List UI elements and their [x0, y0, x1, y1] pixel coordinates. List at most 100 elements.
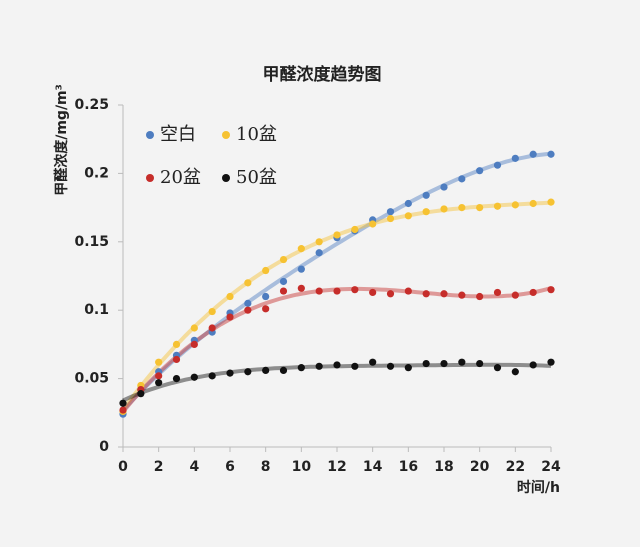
point	[351, 225, 359, 234]
point	[386, 362, 395, 370]
point	[422, 208, 430, 216]
point	[226, 313, 234, 321]
point	[458, 204, 466, 212]
x-tick-label: 22	[506, 459, 525, 475]
x-tick-label: 10	[292, 459, 312, 475]
y-tick-label: 0.2	[84, 165, 109, 181]
point	[226, 369, 234, 377]
y-axis-label: 甲醛浓度/mg/m³	[53, 84, 70, 196]
trend-line	[121, 286, 552, 413]
point	[244, 279, 252, 287]
point	[511, 154, 519, 162]
point	[279, 277, 288, 286]
point	[476, 167, 484, 175]
point	[279, 287, 288, 295]
point	[208, 307, 216, 316]
point	[172, 355, 181, 364]
x-tick-label: 20	[470, 459, 490, 475]
point	[440, 183, 448, 191]
point	[529, 150, 537, 158]
point	[351, 362, 359, 370]
x-tick-label: 6	[225, 459, 235, 475]
point	[315, 238, 323, 246]
point	[476, 292, 484, 301]
point	[511, 291, 519, 299]
point	[208, 372, 216, 380]
point	[155, 379, 163, 387]
point	[404, 364, 412, 372]
point	[119, 406, 127, 414]
point	[244, 368, 252, 376]
point	[511, 368, 519, 376]
y-tick-label: 0.25	[74, 97, 109, 113]
point	[369, 288, 377, 297]
point	[386, 208, 395, 216]
point	[369, 220, 377, 228]
x-tick-label: 18	[434, 459, 453, 475]
trend-line	[121, 151, 552, 412]
point	[458, 358, 466, 366]
point	[297, 245, 305, 253]
y-tick-label: 0.05	[74, 371, 109, 387]
point	[404, 287, 412, 295]
point	[172, 340, 181, 348]
point	[440, 359, 448, 368]
point	[422, 290, 430, 298]
x-tick-label: 8	[261, 459, 271, 475]
point	[262, 305, 270, 313]
point	[315, 249, 323, 257]
point	[279, 366, 288, 374]
chart-title: 甲醛浓度趋势图	[263, 64, 382, 85]
point	[547, 150, 555, 158]
point	[493, 161, 502, 169]
point	[458, 291, 466, 299]
legend-marker	[146, 131, 154, 139]
point	[404, 212, 412, 220]
point	[422, 359, 430, 368]
y-tick-label: 0	[99, 439, 109, 455]
point	[190, 324, 198, 332]
point	[262, 292, 270, 301]
point	[458, 175, 466, 183]
point	[386, 214, 395, 223]
x-tick-label: 2	[154, 459, 164, 475]
point	[297, 284, 305, 292]
point	[297, 265, 305, 273]
x-tick-label: 16	[399, 459, 418, 475]
x-tick-label: 12	[327, 459, 346, 475]
y-tick-label: 0.15	[74, 234, 109, 250]
point	[369, 358, 377, 366]
point	[493, 288, 502, 297]
point	[208, 324, 216, 332]
point	[511, 201, 519, 209]
point	[476, 204, 484, 212]
point	[333, 287, 341, 295]
point	[440, 290, 448, 298]
point	[244, 306, 252, 314]
legend-label: 50盆	[236, 167, 277, 188]
legend-marker	[222, 174, 230, 182]
point	[422, 191, 430, 199]
point	[404, 199, 412, 208]
point	[476, 359, 484, 368]
point	[137, 390, 145, 398]
point	[547, 358, 555, 366]
point	[386, 290, 395, 298]
point	[333, 231, 341, 239]
point	[297, 364, 305, 372]
x-tick-label: 0	[118, 459, 128, 475]
point	[547, 198, 555, 206]
point	[155, 358, 163, 366]
point	[155, 372, 163, 380]
trend-line	[122, 362, 552, 403]
legend-marker	[222, 131, 230, 139]
legend-label: 20盆	[160, 167, 201, 188]
point	[172, 375, 181, 383]
point	[244, 299, 252, 307]
point	[119, 399, 127, 407]
legend-label: 10盆	[236, 124, 277, 145]
point	[547, 286, 555, 294]
point	[440, 205, 448, 213]
point	[529, 288, 537, 297]
point	[529, 199, 537, 208]
